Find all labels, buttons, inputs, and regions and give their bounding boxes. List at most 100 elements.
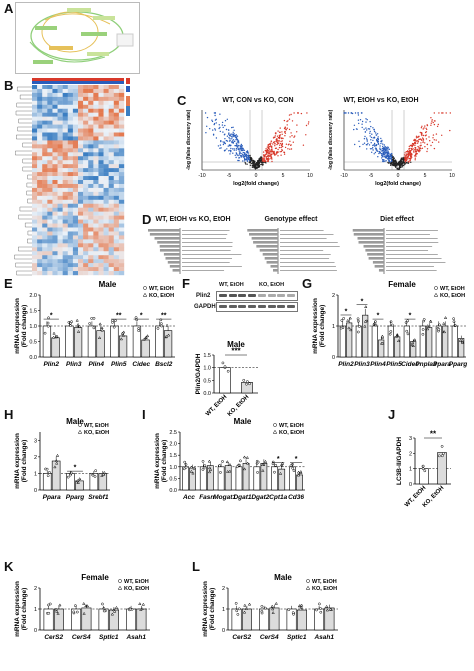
y-axis-label: (Fold change) [21,305,28,348]
data-point [452,317,455,321]
data-point [45,467,49,471]
y-axis-label: (Fold change) [21,440,28,483]
data-point [246,461,250,465]
y-tick-label: 2 [34,586,37,592]
volcano-xtick: 10 [307,173,313,179]
volcano-xtick: -5 [369,173,374,179]
y-tick-label: 1 [409,467,412,473]
category-label: Mogat1 [213,494,236,501]
go-bar [266,261,278,264]
data-point [300,603,304,607]
category-label: Sptlc1 [287,634,307,641]
data-point [410,343,414,347]
data-point [235,609,239,613]
chart-g: 0 1 2 mRNA expression (Fold change) Female Pli… [312,280,467,368]
bar-wt [314,608,325,631]
data-point [411,340,415,344]
western-band [228,294,237,297]
y-axis-label: mRNA expression [202,581,209,637]
bar-ko [296,609,307,631]
data-point [221,361,225,365]
bar-ko [141,339,150,358]
y-axis-label: mRNA expression [14,298,21,354]
bar-ko [394,336,401,358]
bar-ko [96,330,105,358]
data-point [234,601,238,605]
go-bar [165,257,180,260]
data-point [342,317,346,320]
data-point [53,465,57,469]
go-bar [249,233,278,236]
data-point [226,369,230,373]
data-point [356,317,360,321]
data-point [43,331,47,335]
bar-wt [235,466,243,491]
legend-marker-wt [143,286,147,290]
chart-l: 0 1 2 mRNA expression (Fold change) Male CerS2… [202,573,338,641]
data-point [223,365,227,368]
panel-label-j: J [388,407,396,422]
data-point [349,328,353,332]
western-band [277,294,286,297]
y-tick-label: 2 [332,293,335,299]
chart-title: Male [99,280,117,289]
data-point [75,610,79,614]
data-point [348,316,352,320]
legend-marker-ko [272,429,278,434]
bar-ko [426,327,433,358]
volcano-title-1: WT, CON vs KO, CON [222,97,294,104]
y-tick-label: 2 [34,455,37,461]
go-bar [365,249,384,252]
western-band [228,305,237,308]
volcano-xtick: -10 [340,173,347,179]
data-point [340,319,344,322]
y-tick-label: 0.5 [29,340,37,346]
data-point [134,316,138,319]
sig-label: ** [430,430,437,439]
y-axis-label: (Fold change) [21,588,28,631]
data-point [388,332,392,336]
data-point [114,319,117,322]
legend-marker-wt [434,286,438,290]
data-point [159,322,163,325]
legend-label: KO, EtOH [312,586,337,592]
volcano-ylabel: -log (false discovery rate) [328,109,334,170]
chart-k: 0 1 2 mRNA expression (Fold change) Female Cer… [14,573,150,641]
data-point [271,611,275,614]
data-point [208,466,212,470]
data-point [357,319,360,323]
category-label: Srebf1 [88,494,109,501]
volcano-ylabel: -log (false discovery rate) [186,109,192,170]
data-point [137,327,141,330]
data-point [121,333,126,337]
category-label: Plin4 [88,361,104,368]
data-point [203,464,207,468]
data-point [48,471,51,474]
western-band [248,294,257,297]
western-band [277,305,286,308]
legend-label: WT, EtOH [84,423,109,429]
data-point [137,329,141,333]
data-point [426,324,430,327]
chart-title: Female [388,280,416,289]
bar-wt [286,608,297,631]
y-tick-label: 1.5 [169,453,177,459]
data-point [328,607,333,611]
category-label: Ppara [43,494,61,501]
bar-ko [108,609,119,631]
data-point [291,466,295,470]
y-tick-label: 0.0 [29,355,37,361]
data-point [256,460,260,464]
western-row-gapdh: GAPDH [194,304,216,310]
data-point [102,470,106,474]
data-point [443,316,448,319]
category-label: Plin2 [43,361,59,368]
go-bar [159,245,180,248]
legend-label: KO, EtOH [440,293,465,299]
western-band [248,305,257,308]
y-axis-label: mRNA expression [154,433,161,489]
category-label: Asah1 [125,634,146,641]
data-point [248,382,251,386]
